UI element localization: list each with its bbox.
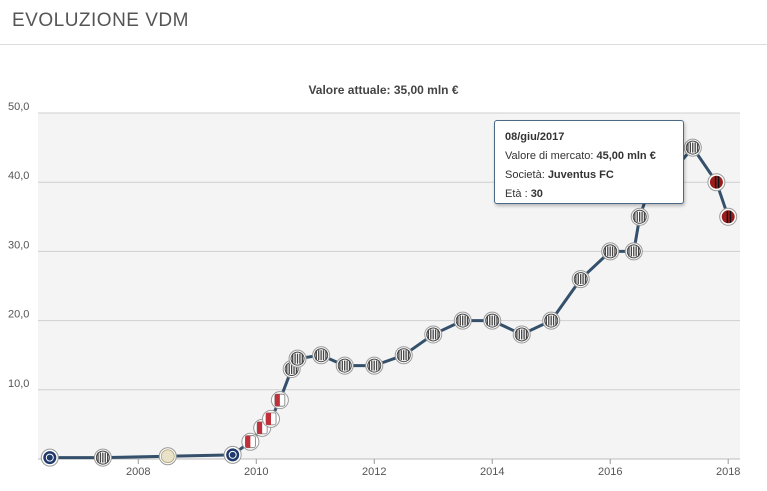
data-point-milan-badge[interactable] (707, 173, 726, 192)
data-point-juventus-badge[interactable] (335, 356, 354, 375)
tooltip-market-value: 45,00 mln € (596, 150, 656, 162)
title-divider (0, 44, 767, 45)
data-point-juventus-badge[interactable] (624, 242, 643, 261)
data-point-juventus-badge[interactable] (394, 346, 413, 365)
data-point-juventus-badge[interactable] (542, 311, 561, 330)
x-tick-label: 2012 (362, 466, 386, 478)
data-point-juventus-badge[interactable] (424, 325, 443, 344)
y-tick-label: 10,0 (8, 378, 29, 390)
y-tick-label: 40,0 (8, 170, 29, 182)
data-point-juventus-badge[interactable] (453, 311, 472, 330)
data-point-juventus-badge[interactable] (601, 242, 620, 261)
x-tick-label: 2010 (244, 466, 268, 478)
section-title: EVOLUZIONE VDM (12, 10, 189, 31)
data-point-milan-badge[interactable] (719, 207, 738, 226)
data-point-genoa-badge[interactable] (270, 391, 289, 410)
tooltip-age: 30 (530, 188, 543, 200)
tooltip-club-row: Società: Juventus FC (505, 166, 673, 185)
tooltip-market-value-row: Valore di mercato: 45,00 mln € (505, 147, 673, 166)
x-tick-label: 2014 (480, 466, 504, 478)
tooltip-date: 08/giu/2017 (505, 131, 565, 143)
x-tick-label: 2008 (126, 466, 150, 478)
data-point-juventus-badge[interactable] (512, 325, 531, 344)
tooltip-club-label: Società: (505, 169, 545, 181)
data-point-juventus-badge[interactable] (483, 311, 502, 330)
y-tick-label: 30,0 (8, 239, 29, 251)
data-point-juventus-badge[interactable] (312, 346, 331, 365)
x-tick-label: 2018 (716, 466, 740, 478)
data-point-other-badge[interactable] (158, 447, 177, 466)
data-point-juventus-badge[interactable] (571, 270, 590, 289)
gridlines (38, 112, 740, 460)
data-point-genoa-badge[interactable] (241, 432, 260, 451)
y-axis: 10,0 20,0 30,0 40,0 50,0 (8, 101, 29, 390)
tooltip-market-value-label: Valore di mercato: (505, 150, 594, 162)
data-point-inter-badge[interactable] (223, 445, 242, 464)
data-point-juventus-badge[interactable] (93, 448, 112, 467)
data-point-juventus-badge[interactable] (365, 356, 384, 375)
data-point-tooltip: 08/giu/2017 Valore di mercato: 45,00 mln… (494, 120, 684, 204)
data-point-inter-badge[interactable] (40, 448, 59, 467)
tooltip-age-label: Età : (505, 188, 528, 200)
data-point-juventus-badge[interactable] (630, 207, 649, 226)
x-tick-label: 2016 (598, 466, 622, 478)
y-tick-label: 20,0 (8, 309, 29, 321)
x-axis: 2008 2010 2012 2014 2016 2018 (126, 459, 740, 478)
tooltip-club: Juventus FC (547, 169, 614, 181)
y-tick-label: 50,0 (8, 101, 29, 113)
tooltip-age-row: Età : 30 (505, 185, 673, 204)
data-point-genoa-badge[interactable] (262, 409, 281, 428)
chart-title: Valore attuale: 35,00 mln € (308, 83, 459, 97)
data-point-juventus-badge[interactable] (683, 138, 702, 157)
data-point-juventus-badge[interactable] (288, 349, 307, 368)
